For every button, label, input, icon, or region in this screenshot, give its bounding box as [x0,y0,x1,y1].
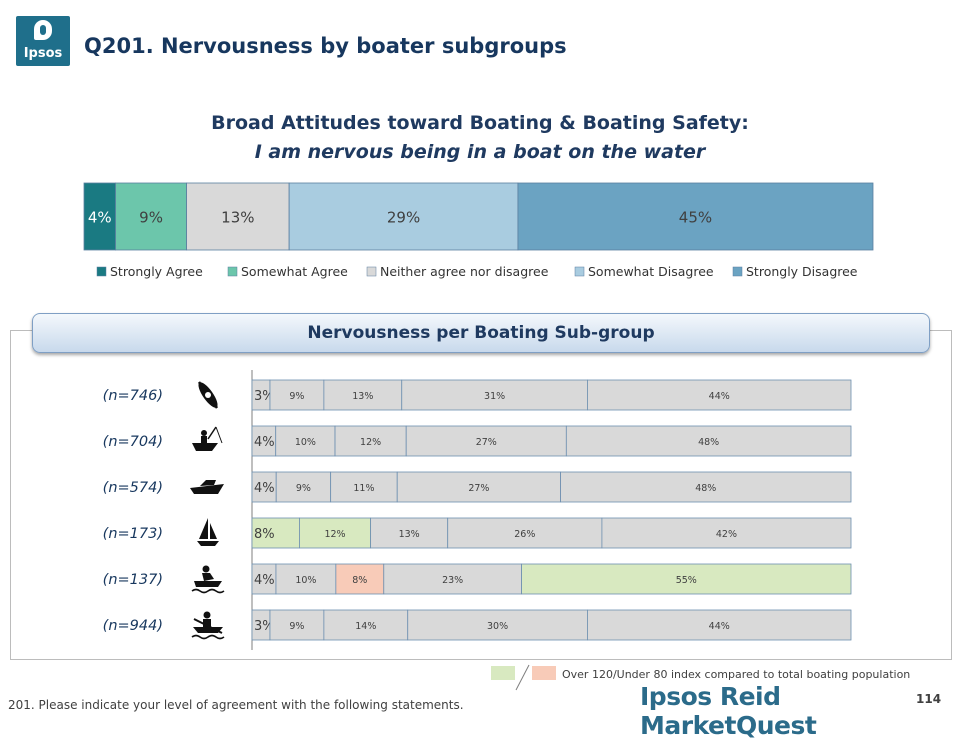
legend-divider [515,664,530,691]
overall-bar-segment [517,182,874,251]
overall-bar-label: 45% [679,209,712,227]
logo-text: Ipsos [23,46,63,61]
legend-swatch [227,266,238,277]
overall-bar-label: 29% [387,209,420,227]
subgroup-panel [10,330,952,660]
overall-bar-label: 13% [221,209,254,227]
legend-swatch [96,266,107,277]
page-title: Q201. Nervousness by boater subgroups [84,34,567,58]
page-number: 114 [916,692,942,706]
overall-bar-label: 4% [88,209,112,227]
legend-label: Strongly Agree [110,264,203,279]
legend-swatch [574,266,585,277]
legend-swatch [732,266,743,277]
legend-label: Somewhat Agree [241,264,348,279]
ipsos-logo: Ipsos [16,16,70,66]
legend-swatch [366,266,377,277]
legend-label: Neither agree nor disagree [380,264,549,279]
index-legend-text: Over 120/Under 80 index compared to tota… [562,668,911,681]
chart-subtitle: I am nervous being in a boat on the wate… [254,141,706,163]
footnote: 201. Please indicate your level of agree… [8,698,464,712]
overall-bar-segment [115,182,187,251]
overall-stacked-bar-chart: 4% 9% 13% 29% 45% Strongly Agree Somewhat Agre… [83,182,874,279]
brand-logo: Ipsos Reid MarketQuest [640,682,817,740]
logo-mark-icon [34,20,52,40]
over-index-swatch [491,666,515,680]
subgroup-banner: Nervousness per Boating Sub-group [32,313,930,353]
overall-bar-segment [186,182,290,251]
chart-title: Broad Attitudes toward Boating & Boating… [211,112,749,134]
legend-label: Strongly Disagree [746,264,858,279]
overall-bar-label: 9% [139,209,163,227]
overall-bar-segment [288,182,519,251]
under-index-swatch [532,666,556,680]
index-legend-swatches [491,664,556,691]
legend-label: Somewhat Disagree [588,264,714,279]
